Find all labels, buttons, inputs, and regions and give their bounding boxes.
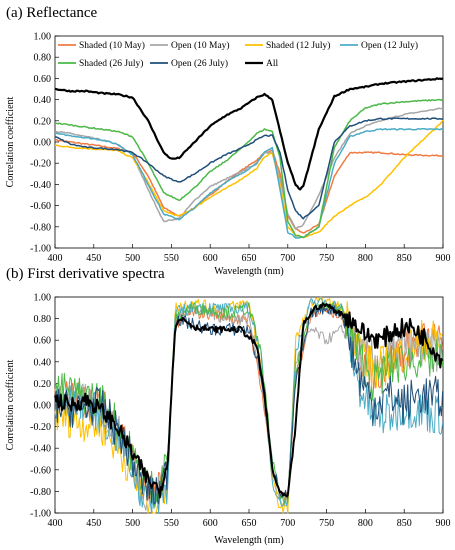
panel-b-x-axis: 400 450 500 550 600 650 700 750 800 850 900 (48, 509, 451, 529)
y-tick-label: 0.40 (34, 95, 52, 106)
panel-a-x-axis: 400 450 500 550 600 650 700 750 800 850 900 (48, 244, 451, 264)
panel-a-series (54, 77, 444, 239)
x-tick-label: 600 (203, 518, 218, 529)
y-tick-label: 0.80 (34, 314, 52, 325)
y-tick-label: -0.60 (30, 201, 51, 212)
y-tick-label: -1.00 (30, 509, 51, 520)
x-tick-label: 500 (125, 253, 140, 264)
x-tick-label: 850 (397, 518, 412, 529)
y-tick-label: 0.20 (34, 379, 52, 390)
panel-a-y-label: Correlation coefficient (5, 96, 16, 187)
series-line (54, 119, 444, 239)
x-tick-label: 450 (86, 518, 101, 529)
x-tick-label: 900 (436, 253, 451, 264)
series-line (54, 117, 444, 220)
y-tick-label: 0.60 (34, 336, 52, 347)
y-tick-label: 1.00 (34, 293, 52, 304)
panel-b-series (54, 296, 444, 514)
legend-label: Shaded (26 July) (79, 58, 143, 69)
y-tick-label: -0.20 (30, 159, 51, 170)
x-tick-label: 400 (48, 518, 63, 529)
x-tick-label: 600 (203, 253, 218, 264)
series-line (54, 297, 444, 514)
y-tick-label: 0.80 (34, 53, 52, 64)
x-tick-label: 550 (164, 253, 179, 264)
y-tick-label: 1.00 (34, 32, 52, 43)
legend-label: Open (12 July) (361, 40, 418, 51)
series-line (54, 302, 444, 499)
y-tick-label: -0.20 (30, 422, 51, 433)
y-tick-label: -0.80 (30, 222, 51, 233)
panel-b-y-axis: 1.00 0.80 0.60 0.40 0.20 0.00 -0.20 -0.40 -0.60 -… (30, 293, 59, 520)
y-tick-label: -0.40 (30, 180, 51, 191)
panel-a-title: (a) Reflectance (6, 5, 98, 21)
legend-label: Shaded (10 May) (79, 40, 145, 51)
series-line (54, 138, 444, 234)
y-tick-label: -0.60 (30, 465, 51, 476)
series-line (54, 127, 444, 239)
panel-a-y-axis: 1.00 0.80 0.60 0.40 0.20 0.00 -0.20 -0.40 -0.60 -… (30, 32, 59, 255)
x-tick-label: 650 (242, 253, 257, 264)
x-tick-label: 700 (280, 518, 295, 529)
series-line (54, 77, 444, 191)
x-tick-label: 650 (242, 518, 257, 529)
x-tick-label: 750 (319, 253, 334, 264)
x-tick-label: 850 (397, 253, 412, 264)
panel-b-title: (b) First derivative spectra (6, 266, 165, 282)
panel-b-y-label: Correlation coefficient (5, 359, 16, 450)
x-tick-label: 900 (436, 518, 451, 529)
x-tick-label: 450 (86, 253, 101, 264)
y-tick-label: 0.20 (34, 116, 52, 127)
legend-label: Open (10 May) (171, 40, 230, 51)
y-tick-label: 0.40 (34, 357, 52, 368)
panel-a-legend: Shaded (10 May) Open (10 May) Shaded (12 J… (58, 40, 418, 69)
y-tick-label: 0.00 (34, 401, 52, 412)
x-tick-label: 800 (358, 518, 373, 529)
y-tick-label: -1.00 (30, 244, 51, 255)
series-line (55, 98, 444, 239)
legend-label: All (266, 59, 279, 69)
x-tick-label: 500 (125, 518, 140, 529)
y-tick-label: 0.00 (34, 138, 52, 149)
x-tick-label: 800 (358, 253, 373, 264)
x-tick-label: 700 (280, 253, 295, 264)
legend-label: Open (26 July) (171, 58, 228, 69)
y-tick-label: -0.80 (30, 487, 51, 498)
legend-label: Shaded (12 July) (266, 40, 330, 51)
x-tick-label: 400 (48, 253, 63, 264)
panel-a-x-label: Wavelength (nm) (214, 266, 283, 277)
y-tick-label: -0.40 (30, 444, 51, 455)
panel-b-x-label: Wavelength (nm) (214, 535, 283, 546)
y-tick-label: 0.60 (34, 74, 52, 85)
x-tick-label: 750 (319, 518, 334, 529)
x-tick-label: 550 (164, 518, 179, 529)
